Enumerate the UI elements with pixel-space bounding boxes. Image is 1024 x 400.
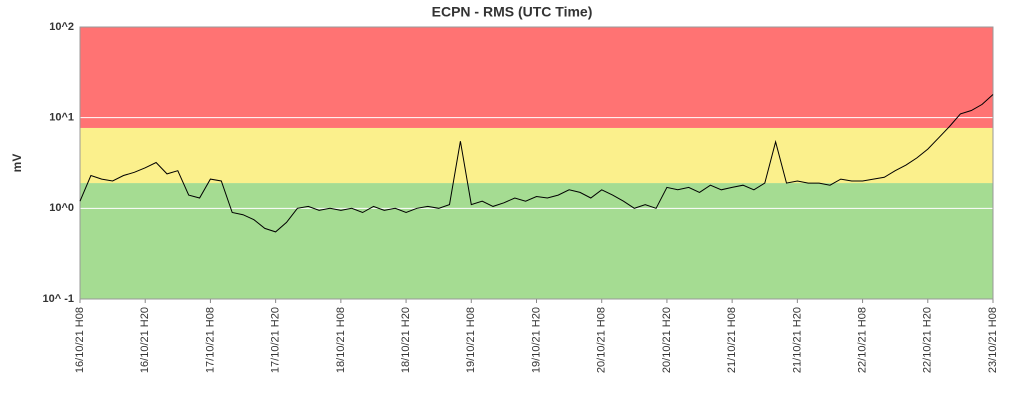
- y-tick-label: 10^0: [49, 202, 74, 214]
- threshold-band: [80, 183, 993, 299]
- x-tick-label: 18/10/21 H08: [335, 307, 347, 373]
- data-line: [79, 94, 994, 233]
- x-tick-label: 18/10/21 H20: [400, 307, 412, 373]
- y-tick-label: 10^1: [49, 112, 74, 124]
- x-tick-label: 20/10/21 H20: [661, 307, 673, 373]
- x-tick-label: 21/10/21 H20: [791, 307, 803, 373]
- x-tick-label: 17/10/21 H08: [204, 307, 216, 373]
- plot-border: [79, 26, 994, 300]
- y-axis-label: mV: [10, 154, 24, 173]
- x-tick-label: 17/10/21 H20: [270, 307, 282, 373]
- threshold-band: [80, 127, 993, 184]
- x-tick-label: 19/10/21 H08: [465, 307, 477, 373]
- x-tick-label: 21/10/21 H08: [726, 307, 738, 373]
- x-tick-label: 16/10/21 H08: [74, 307, 86, 373]
- y-tick-label: 10^ -1: [43, 293, 75, 305]
- x-tick-label: 20/10/21 H08: [596, 307, 608, 373]
- x-tick-label: 23/10/21 H08: [987, 307, 999, 373]
- x-tick-label: 22/10/21 H20: [922, 307, 934, 373]
- x-tick-label: 19/10/21 H20: [530, 307, 542, 373]
- x-tick-label: 22/10/21 H08: [856, 307, 868, 373]
- chart-title: ECPN - RMS (UTC Time): [432, 4, 593, 20]
- x-tick-label: 16/10/21 H20: [139, 307, 151, 373]
- y-tick-label: 10^2: [49, 21, 74, 33]
- threshold-band: [80, 27, 993, 128]
